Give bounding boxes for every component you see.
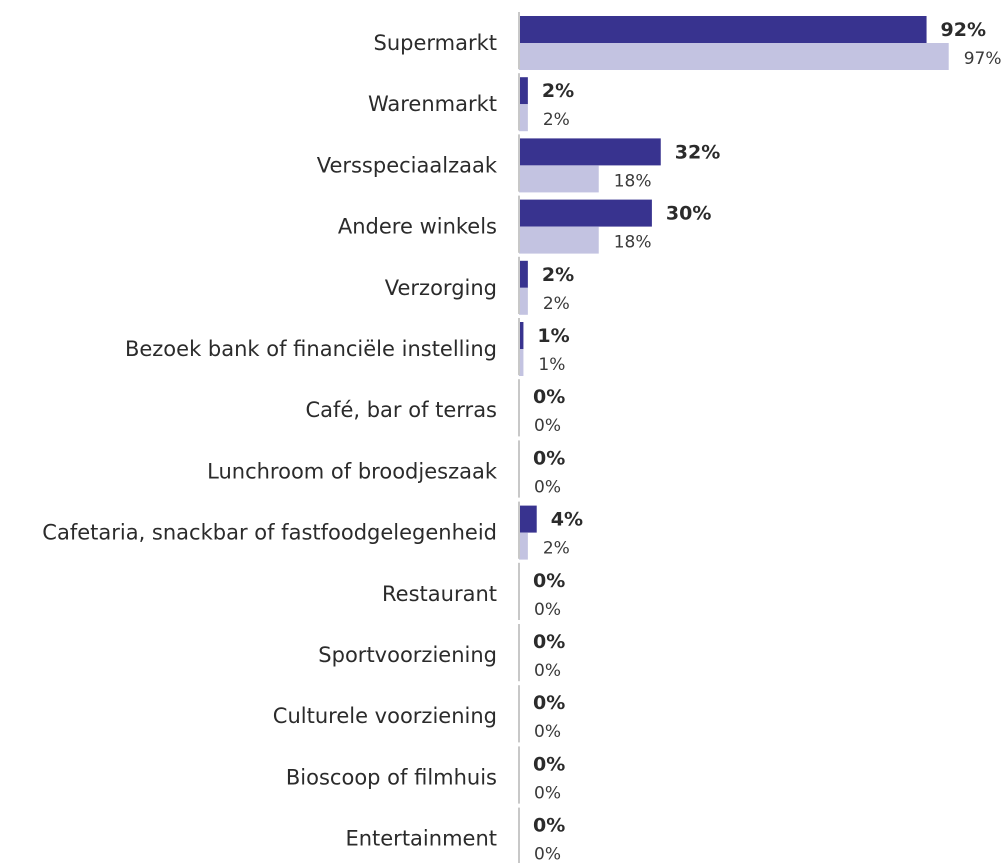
category-label: Sportvoorziening — [318, 643, 497, 667]
bar-series-b — [519, 349, 524, 376]
bar-series-a — [519, 505, 537, 533]
data-label-series-b: 0% — [534, 416, 561, 436]
data-label-series-b: 0% — [534, 783, 561, 803]
bar-series-a — [519, 16, 927, 43]
category-label: Culturele voorziening — [273, 704, 497, 728]
category-label: Bioscoop of filmhuis — [286, 765, 497, 789]
bar-series-a — [519, 77, 528, 105]
data-label-series-a: 0% — [533, 692, 565, 714]
category-label: Versspeciaalzaak — [317, 153, 498, 177]
category-label: Verzorging — [385, 276, 497, 300]
bar-series-b — [519, 287, 528, 315]
data-label-series-b: 0% — [534, 722, 561, 742]
data-label-series-b: 2% — [543, 110, 570, 130]
data-label-series-b: 2% — [543, 539, 570, 559]
data-label-series-a: 0% — [533, 815, 565, 837]
data-label-series-b: 0% — [534, 477, 561, 497]
bar-series-b — [519, 226, 599, 254]
bar-series-a — [519, 138, 661, 166]
bar-series-b — [519, 165, 599, 193]
data-label-series-b: 18% — [614, 171, 652, 191]
category-label: Cafetaria, snackbar of fastfoodgelegenhe… — [42, 521, 497, 545]
data-label-series-a: 4% — [551, 509, 583, 531]
category-label: Supermarkt — [373, 31, 497, 55]
data-label-series-b: 0% — [534, 845, 561, 863]
data-label-series-a: 2% — [542, 80, 574, 102]
data-label-series-b: 0% — [534, 661, 561, 681]
data-label-series-a: 32% — [675, 141, 720, 163]
category-label: Andere winkels — [338, 215, 497, 239]
category-label: Warenmarkt — [368, 92, 497, 116]
data-label-series-a: 30% — [666, 203, 711, 225]
data-label-series-a: 0% — [533, 570, 565, 592]
data-label-series-a: 0% — [533, 447, 565, 469]
category-label: Lunchroom of broodjeszaak — [207, 459, 498, 483]
data-label-series-a: 2% — [542, 264, 574, 286]
data-label-series-a: 1% — [537, 325, 569, 347]
category-label: Entertainment — [345, 827, 497, 851]
data-label-series-b: 0% — [534, 600, 561, 620]
data-label-series-a: 0% — [533, 386, 565, 408]
bar-series-a — [519, 199, 652, 227]
bar-series-b — [519, 104, 528, 132]
bar-series-a — [519, 322, 524, 349]
labels-layer: Supermarkt 92% 97% Warenmarkt 2% 2% Versspecia… — [42, 19, 1001, 863]
data-label-series-b: 2% — [543, 294, 570, 314]
data-label-series-b: 97% — [964, 49, 1002, 69]
data-label-series-a: 0% — [533, 753, 565, 775]
bar-series-b — [519, 43, 949, 70]
data-label-series-a: 0% — [533, 631, 565, 653]
data-label-series-a: 92% — [941, 19, 986, 41]
bars-layer — [519, 16, 949, 560]
category-label: Café, bar of terras — [306, 398, 497, 422]
bar-series-a — [519, 260, 528, 288]
category-label: Bezoek bank of financiële instelling — [125, 337, 497, 361]
category-label: Restaurant — [382, 582, 497, 606]
data-label-series-b: 18% — [614, 233, 652, 253]
bar-series-b — [519, 532, 528, 560]
data-label-series-b: 1% — [538, 355, 565, 375]
